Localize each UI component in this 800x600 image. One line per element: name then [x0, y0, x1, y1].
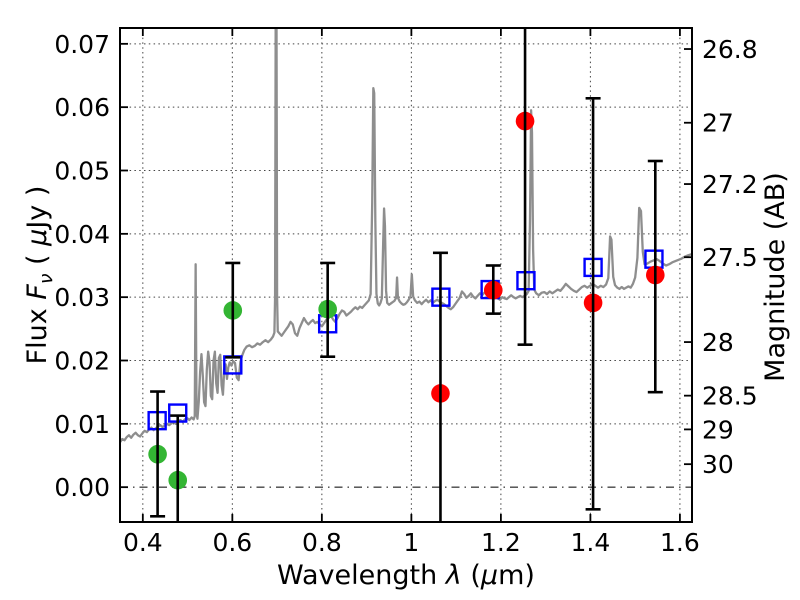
y-tick-label-right: 30 — [702, 450, 734, 479]
error-bars — [150, 28, 663, 522]
y-tick-label-right: 27 — [702, 109, 734, 138]
axes-spines — [119, 27, 693, 523]
y-tick-label-right: 29 — [702, 415, 734, 444]
x-tick-label: 1.4 — [571, 528, 611, 557]
x-tick-label: 1.6 — [660, 528, 700, 557]
y-tick-label-left: 0.07 — [54, 30, 110, 59]
y-tick-label-left: 0.00 — [54, 473, 110, 502]
x-tick-label: 0.8 — [302, 528, 342, 557]
y-tick-label-right: 28.5 — [702, 382, 758, 411]
y-tick-label-left: 0.03 — [54, 283, 110, 312]
y-tick-label-right: 28 — [702, 328, 734, 357]
y-tick-label-right: 27.5 — [702, 243, 758, 272]
y-tick-label-right: 27.2 — [702, 170, 758, 199]
y-tick-label-left: 0.02 — [54, 347, 110, 376]
tick-marks — [120, 28, 692, 522]
y-tick-label-right: 26.8 — [702, 35, 758, 64]
x-tick-label: 1.2 — [481, 528, 521, 557]
y-tick-label-left: 0.05 — [54, 157, 110, 186]
y-tick-label-left: 0.06 — [54, 93, 110, 122]
x-tick-label: 0.6 — [212, 528, 252, 557]
y-tick-label-left: 0.04 — [54, 220, 110, 249]
y-tick-label-left: 0.01 — [54, 410, 110, 439]
x-tick-label: 1 — [403, 528, 419, 557]
y-axis-label-right: Magnitude (AB) — [760, 172, 791, 382]
y-axis-label-left: Flux Fν ( μJy ) — [22, 186, 57, 365]
x-tick-label: 0.4 — [123, 528, 163, 557]
model-spectrum-line — [120, 28, 692, 443]
x-axis-label: Wavelength λ (μm) — [277, 560, 535, 591]
